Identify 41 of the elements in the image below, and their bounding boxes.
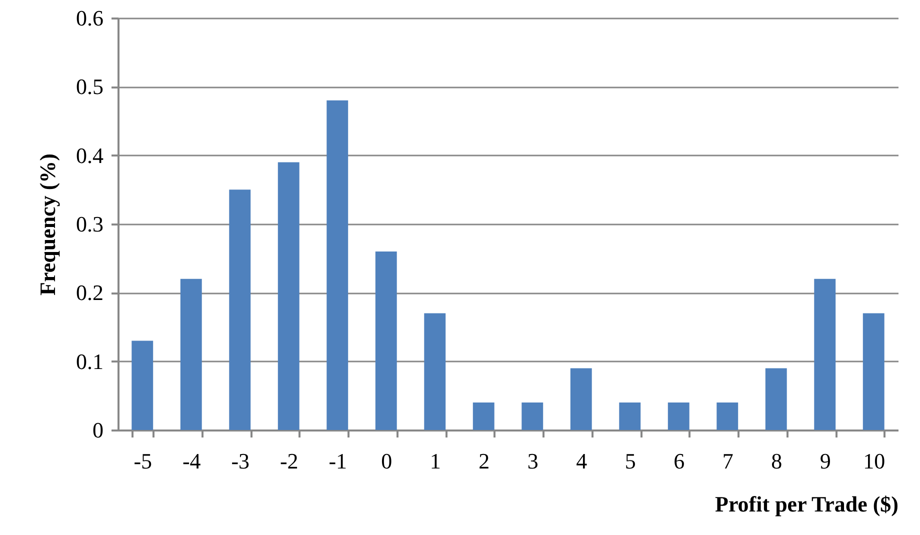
y-tick-label: 0.6 bbox=[76, 6, 104, 30]
bar bbox=[229, 190, 251, 430]
y-tick-label: 0 bbox=[92, 418, 104, 442]
x-tick-label: -5 bbox=[134, 448, 152, 474]
x-tick-label: 0 bbox=[381, 448, 392, 474]
x-tick-label: 7 bbox=[722, 448, 734, 474]
x-tick-label: 4 bbox=[576, 448, 588, 474]
bar bbox=[278, 162, 300, 430]
y-tick-label: 0.1 bbox=[76, 348, 104, 374]
x-tick-label: 10 bbox=[863, 448, 886, 474]
x-tick-label: 8 bbox=[771, 448, 782, 474]
bar bbox=[716, 402, 738, 430]
bar bbox=[424, 313, 446, 430]
bar bbox=[814, 278, 836, 430]
x-tick-label: 6 bbox=[674, 448, 685, 474]
x-tick-label: -4 bbox=[182, 448, 201, 474]
y-tick-label: 0.4 bbox=[76, 142, 104, 168]
bar bbox=[862, 313, 884, 430]
x-tick-label: -2 bbox=[280, 448, 298, 474]
x-tick-label: -3 bbox=[231, 448, 250, 474]
y-tick-label: 0.3 bbox=[76, 212, 104, 236]
bar bbox=[668, 402, 690, 430]
y-axis-title: Frequency (%) bbox=[35, 154, 60, 296]
x-tick-label: -1 bbox=[328, 448, 348, 474]
bar bbox=[180, 278, 202, 430]
x-tick-label: 3 bbox=[527, 448, 538, 474]
x-tick-label: 5 bbox=[624, 448, 636, 474]
bar bbox=[765, 368, 787, 430]
x-tick-label: 2 bbox=[478, 448, 490, 474]
x-tick-label: 9 bbox=[820, 448, 831, 474]
y-tick-label: 0.5 bbox=[76, 74, 104, 100]
bar bbox=[472, 402, 494, 430]
bar bbox=[619, 402, 641, 430]
bar bbox=[570, 368, 592, 430]
bar bbox=[522, 402, 544, 430]
x-axis-title: Profit per Trade ($) bbox=[715, 492, 898, 516]
bar bbox=[132, 340, 154, 430]
bar bbox=[326, 100, 348, 430]
x-tick-label: 1 bbox=[430, 448, 441, 474]
y-tick-label: 0.2 bbox=[76, 280, 104, 306]
bar bbox=[375, 251, 397, 430]
